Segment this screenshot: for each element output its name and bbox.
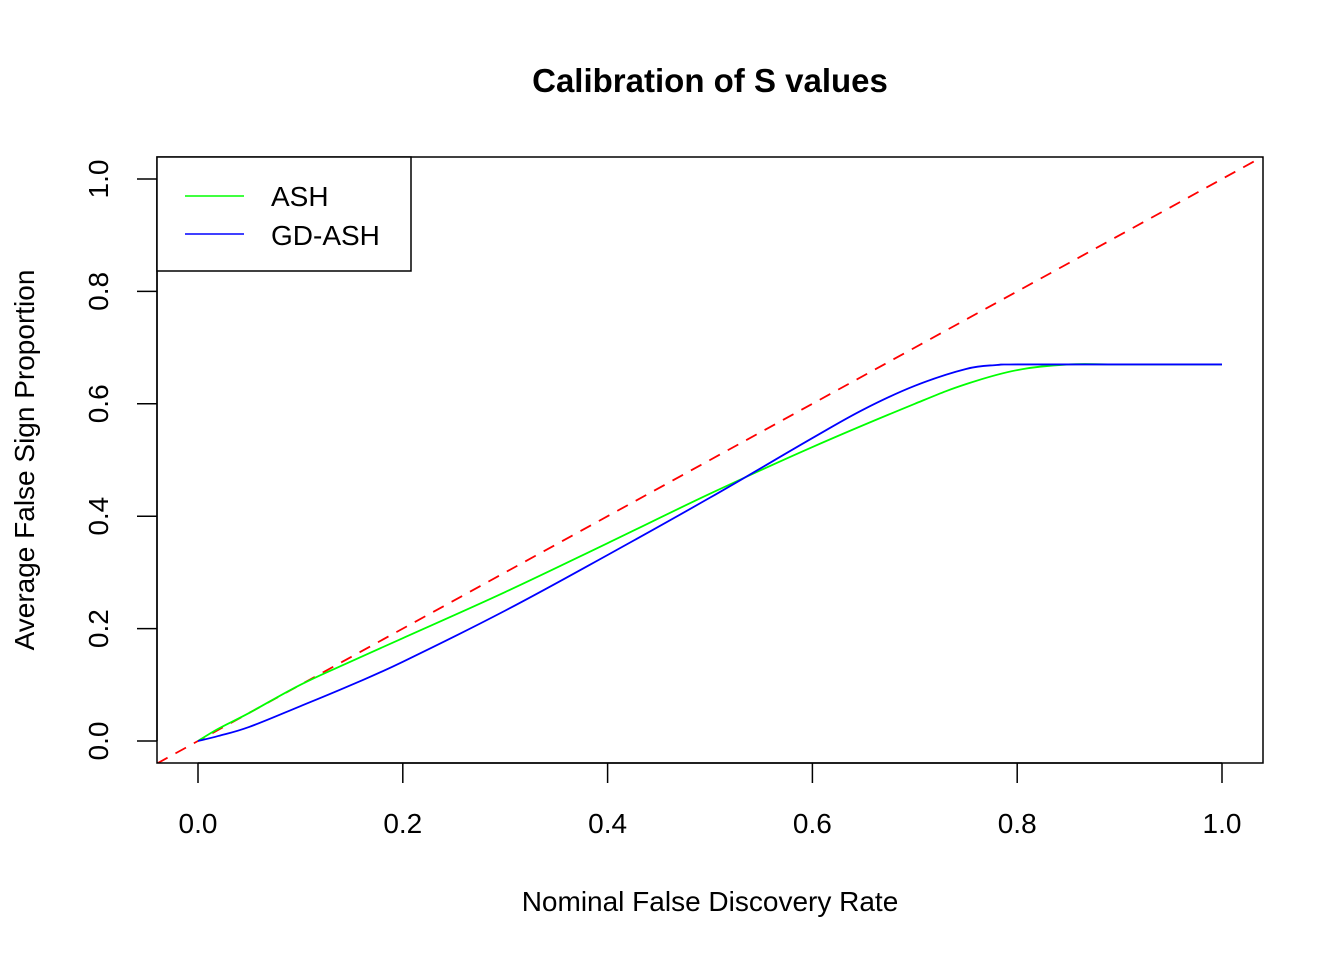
legend-box: [156, 156, 412, 272]
legend-label-ash: ASH: [271, 181, 329, 212]
y-tick-label: 0.0: [83, 722, 114, 761]
y-tick-label: 0.2: [83, 609, 114, 648]
legend: ASH GD-ASH: [156, 156, 412, 272]
y-tick-label: 1.0: [83, 160, 114, 199]
x-tick-label: 0.2: [383, 808, 422, 839]
x-tick-label: 0.8: [998, 808, 1037, 839]
series-layer: [197, 363, 1222, 742]
x-tick-label: 0.4: [588, 808, 627, 839]
x-tick-label: 1.0: [1203, 808, 1242, 839]
y-axis-label: Average False Sign Proportion: [9, 270, 40, 651]
series-line-ash: [197, 363, 1222, 742]
y-tick-label: 0.6: [83, 384, 114, 423]
series-line-gd-ash: [197, 363, 1222, 742]
chart-title: Calibration of S values: [532, 62, 888, 99]
x-axis: 0.0 0.2 0.4 0.6 0.8 1.0: [179, 762, 1242, 839]
reference-line-layer: [157, 157, 1263, 763]
reference-line-y-equals-x: [157, 157, 1263, 763]
legend-label-gd-ash: GD-ASH: [271, 220, 380, 251]
y-tick-label: 0.8: [83, 272, 114, 311]
y-tick-label: 0.4: [83, 497, 114, 536]
x-axis-label: Nominal False Discovery Rate: [522, 886, 899, 917]
x-tick-label: 0.6: [793, 808, 832, 839]
y-axis: 0.0 0.2 0.4 0.6 0.8 1.0: [83, 160, 158, 761]
x-tick-label: 0.0: [179, 808, 218, 839]
